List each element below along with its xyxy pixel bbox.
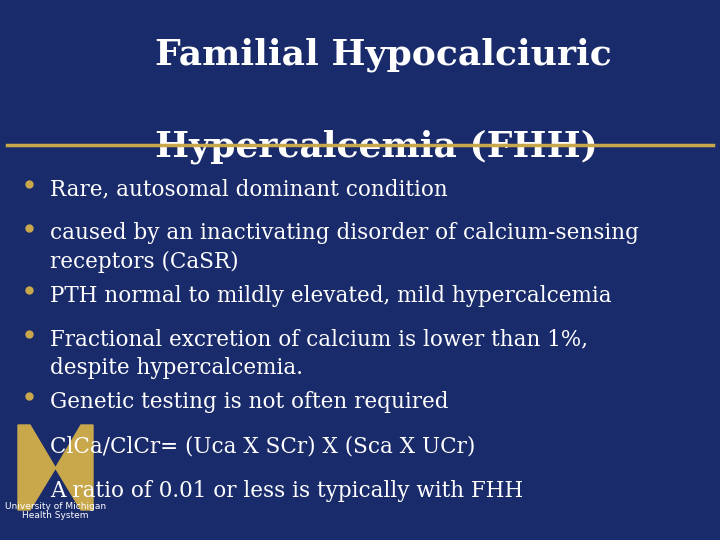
Text: Genetic testing is not often required: Genetic testing is not often required: [50, 391, 449, 413]
Text: Hypercalcemia (FHH): Hypercalcemia (FHH): [155, 130, 598, 164]
Text: University of Michigan: University of Michigan: [5, 502, 106, 511]
Text: A ratio of 0.01 or less is typically with FHH: A ratio of 0.01 or less is typically wit…: [50, 480, 523, 502]
Text: caused by an inactivating disorder of calcium-sensing: caused by an inactivating disorder of ca…: [50, 222, 639, 245]
Polygon shape: [18, 425, 93, 510]
Text: receptors (CaSR): receptors (CaSR): [50, 251, 239, 273]
Text: Rare, autosomal dominant condition: Rare, autosomal dominant condition: [50, 178, 448, 200]
Text: Health System: Health System: [22, 511, 89, 520]
Text: Familial Hypocalciuric: Familial Hypocalciuric: [155, 38, 612, 72]
Text: despite hypercalcemia.: despite hypercalcemia.: [50, 357, 303, 379]
Text: ClCa/ClCr= (Uca X SCr) X (Sca X UCr): ClCa/ClCr= (Uca X SCr) X (Sca X UCr): [50, 435, 476, 457]
Text: Fractional excretion of calcium is lower than 1%,: Fractional excretion of calcium is lower…: [50, 329, 588, 351]
Text: PTH normal to mildly elevated, mild hypercalcemia: PTH normal to mildly elevated, mild hype…: [50, 285, 612, 307]
